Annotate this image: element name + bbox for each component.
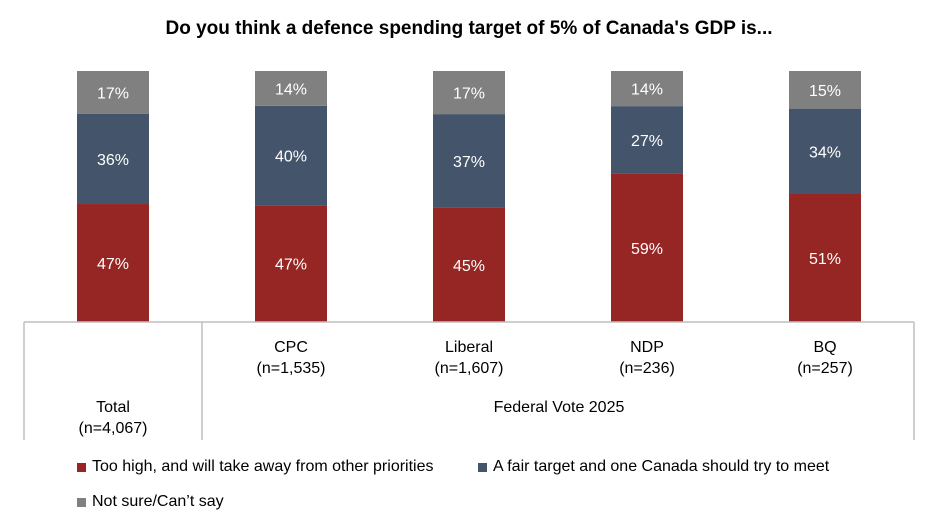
bar-liberal-too-high bbox=[433, 207, 505, 322]
group-label: Federal Vote 2025 bbox=[494, 399, 625, 416]
bars-group: 47% 36% 17% 47% 40% 14% 45% 37% 17% 59% 27% 14% 51% 3… bbox=[77, 71, 861, 322]
data-label-bq-too-high: 51% bbox=[809, 251, 841, 268]
category-label-bq-name: BQ bbox=[813, 339, 836, 356]
category-label-cpc-name: CPC bbox=[274, 339, 308, 356]
category-table-lines bbox=[23, 321, 915, 440]
data-label-bq-fair-target: 34% bbox=[809, 144, 841, 161]
category-label-total-n: (n=4,067) bbox=[79, 420, 148, 437]
legend-label-not-sure: Not sure/Can’t say bbox=[92, 493, 224, 510]
data-label-cpc-not-sure: 14% bbox=[275, 81, 307, 98]
bar-cpc-not-sure bbox=[255, 71, 327, 106]
category-label-ndp-n: (n=236) bbox=[619, 360, 675, 377]
bar-total-fair-target bbox=[77, 113, 149, 205]
bar-liberal-fair-target bbox=[433, 114, 505, 208]
bar-cpc-too-high bbox=[255, 205, 327, 322]
bar-liberal-not-sure bbox=[433, 71, 505, 115]
category-label-liberal-name: Liberal bbox=[445, 339, 493, 356]
bar-ndp-fair-target bbox=[611, 106, 683, 174]
data-label-total-too-high: 47% bbox=[97, 256, 129, 273]
data-label-ndp-fair-target: 27% bbox=[631, 133, 663, 150]
bar-total-not-sure bbox=[77, 71, 149, 114]
bar-total-too-high bbox=[77, 204, 149, 322]
bar-bq-not-sure bbox=[789, 71, 861, 109]
bar-ndp-not-sure bbox=[611, 71, 683, 107]
category-label-cpc-n: (n=1,535) bbox=[257, 360, 326, 377]
data-label-liberal-fair-target: 37% bbox=[453, 154, 485, 171]
legend-label-too-high: Too high, and will take away from other … bbox=[92, 458, 434, 475]
data-label-cpc-too-high: 47% bbox=[275, 257, 307, 274]
legend-item-fair-target: A fair target and one Canada should try … bbox=[478, 458, 829, 476]
data-label-ndp-not-sure: 14% bbox=[631, 82, 663, 99]
bar-cpc-fair-target bbox=[255, 105, 327, 206]
data-label-total-not-sure: 17% bbox=[97, 85, 129, 102]
chart-title: Do you think a defence spending target o… bbox=[165, 18, 773, 39]
category-label-total-name: Total bbox=[96, 399, 130, 416]
category-label-liberal-n: (n=1,607) bbox=[435, 360, 504, 377]
bar-bq-too-high bbox=[789, 193, 861, 322]
data-label-liberal-too-high: 45% bbox=[453, 258, 485, 275]
legend-swatch-fair-target bbox=[478, 462, 487, 472]
data-label-cpc-fair-target: 40% bbox=[275, 148, 307, 165]
category-labels-group: Total (n=4,067) CPC (n=1,535) Liberal (n=1,60… bbox=[79, 339, 853, 437]
legend-item-too-high: Too high, and will take away from other … bbox=[77, 458, 434, 476]
data-label-liberal-not-sure: 17% bbox=[453, 86, 485, 103]
legend-swatch-too-high bbox=[77, 462, 86, 472]
bar-ndp-too-high bbox=[611, 173, 683, 322]
category-label-bq-n: (n=257) bbox=[797, 360, 853, 377]
data-label-total-fair-target: 36% bbox=[97, 152, 129, 169]
legend-swatch-not-sure bbox=[77, 497, 86, 507]
bar-bq-fair-target bbox=[789, 108, 861, 194]
legend-item-not-sure: Not sure/Can’t say bbox=[77, 493, 224, 511]
legend-label-fair-target: A fair target and one Canada should try … bbox=[493, 458, 830, 475]
data-label-ndp-too-high: 59% bbox=[631, 241, 663, 258]
category-label-ndp-name: NDP bbox=[630, 339, 664, 356]
data-label-bq-not-sure: 15% bbox=[809, 83, 841, 100]
